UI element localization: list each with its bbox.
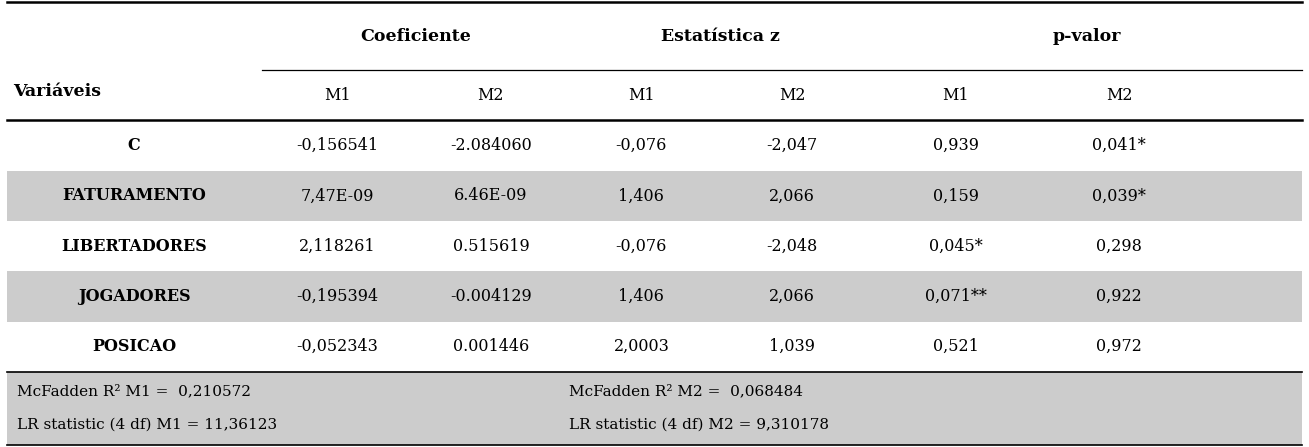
Text: -0,156541: -0,156541 xyxy=(296,137,378,154)
Text: 2,066: 2,066 xyxy=(768,187,816,204)
Text: -2,048: -2,048 xyxy=(766,238,818,255)
Text: 2,0003: 2,0003 xyxy=(614,338,669,355)
Text: 0.515619: 0.515619 xyxy=(453,238,529,255)
Text: M1: M1 xyxy=(628,87,654,104)
Text: -2.084060: -2.084060 xyxy=(450,137,531,154)
Text: M2: M2 xyxy=(779,87,805,104)
Text: JOGADORES: JOGADORES xyxy=(77,288,191,305)
Text: C: C xyxy=(128,137,140,154)
Text: 0,071**: 0,071** xyxy=(924,288,987,305)
Text: FATURAMENTO: FATURAMENTO xyxy=(63,187,206,204)
Text: LR statistic (4 df) M2 = 9,310178: LR statistic (4 df) M2 = 9,310178 xyxy=(569,418,830,432)
Text: -0,076: -0,076 xyxy=(615,137,668,154)
Text: -0,076: -0,076 xyxy=(615,238,668,255)
Text: 1,039: 1,039 xyxy=(768,338,816,355)
Text: 6.46E-09: 6.46E-09 xyxy=(454,187,528,204)
Text: Coeficiente: Coeficiente xyxy=(360,28,471,45)
Text: 0,298: 0,298 xyxy=(1096,238,1143,255)
Text: LIBERTADORES: LIBERTADORES xyxy=(62,238,207,255)
Text: McFadden R² M1 =  0,210572: McFadden R² M1 = 0,210572 xyxy=(17,384,251,399)
Text: 0.001446: 0.001446 xyxy=(453,338,529,355)
Text: 0,922: 0,922 xyxy=(1097,288,1141,305)
Text: 0,041*: 0,041* xyxy=(1092,137,1147,154)
Text: -2,047: -2,047 xyxy=(766,137,818,154)
Text: -0.004129: -0.004129 xyxy=(450,288,531,305)
Text: McFadden R² M2 =  0,068484: McFadden R² M2 = 0,068484 xyxy=(569,384,804,399)
Text: 1,406: 1,406 xyxy=(618,187,665,204)
Text: M1: M1 xyxy=(942,87,969,104)
Text: -0,052343: -0,052343 xyxy=(296,338,378,355)
Text: -0,195394: -0,195394 xyxy=(296,288,378,305)
Text: 0,159: 0,159 xyxy=(932,187,979,204)
Bar xyxy=(7,372,1302,445)
Text: 0,939: 0,939 xyxy=(932,137,979,154)
Text: 0,972: 0,972 xyxy=(1096,338,1143,355)
Text: 7,47E-09: 7,47E-09 xyxy=(300,187,374,204)
Text: LR statistic (4 df) M1 = 11,36123: LR statistic (4 df) M1 = 11,36123 xyxy=(17,418,278,432)
Text: 2,066: 2,066 xyxy=(768,288,816,305)
Text: M1: M1 xyxy=(323,87,351,104)
Text: 1,406: 1,406 xyxy=(618,288,665,305)
Text: Variáveis: Variáveis xyxy=(13,83,101,100)
Text: M2: M2 xyxy=(1106,87,1132,104)
Bar xyxy=(7,271,1302,321)
Text: 0,039*: 0,039* xyxy=(1092,187,1147,204)
Text: Estatística z: Estatística z xyxy=(661,28,779,45)
Text: M2: M2 xyxy=(478,87,504,104)
Text: POSICAO: POSICAO xyxy=(92,338,177,355)
Text: 2,118261: 2,118261 xyxy=(298,238,376,255)
Bar xyxy=(7,171,1302,221)
Text: p-valor: p-valor xyxy=(1052,28,1121,45)
Text: 0,045*: 0,045* xyxy=(928,238,983,255)
Text: 0,521: 0,521 xyxy=(932,338,979,355)
